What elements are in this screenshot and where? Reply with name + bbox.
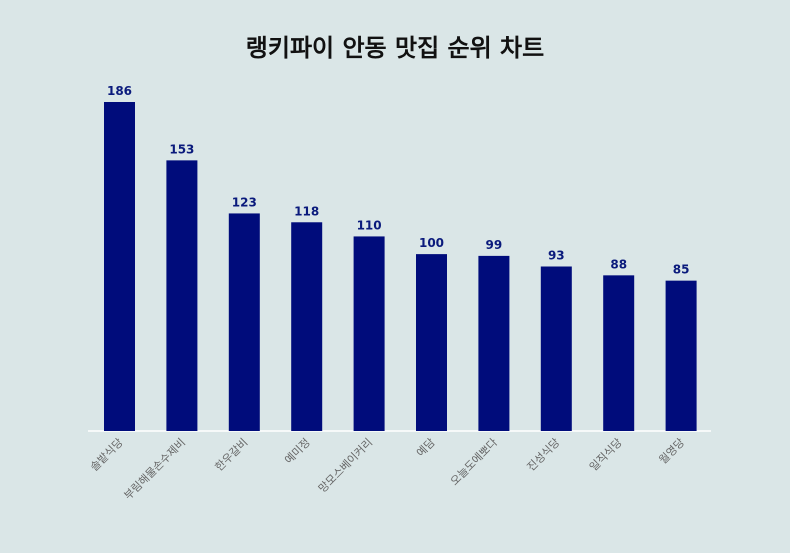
bar <box>665 280 697 431</box>
category-tick-label: 솔밭식당 <box>88 436 126 474</box>
category-tick-label: 월영당 <box>657 436 688 467</box>
category-tick-label: 한우갈비 <box>212 435 251 474</box>
bar-value-label: 88 <box>610 257 627 271</box>
category-tick-label: 일직식당 <box>586 435 625 474</box>
bar-value-label: 93 <box>548 249 565 263</box>
bar-value-label: 100 <box>419 236 444 250</box>
category-tick-label: 오늘도에뽀다 <box>448 436 500 488</box>
bar-value-label: 153 <box>169 142 194 156</box>
bar <box>291 222 323 431</box>
bar <box>104 102 135 431</box>
category-tick-label: 부림해물손수제비 <box>121 435 188 502</box>
bar <box>603 275 635 431</box>
bar <box>166 160 198 431</box>
bar-value-label: 186 <box>107 84 132 98</box>
bar <box>416 254 447 431</box>
chart-title: 랭키파이 안동 맛집 순위 차트 <box>245 34 545 62</box>
bar <box>478 255 510 431</box>
category-tick-label: 예담 <box>414 436 438 460</box>
bar-value-label: 123 <box>232 195 257 209</box>
bar-value-label: 99 <box>486 238 503 252</box>
category-tick-label: 예미정 <box>282 436 313 467</box>
category-tick-label: 진성식당 <box>525 436 563 474</box>
bar-value-label: 118 <box>294 204 319 218</box>
bar <box>353 236 385 431</box>
bar <box>540 266 572 431</box>
category-tick-label: 망모스베이커리 <box>316 436 375 495</box>
bar-value-label: 110 <box>357 218 382 232</box>
bar <box>228 213 260 431</box>
bar-value-label: 85 <box>673 263 690 277</box>
